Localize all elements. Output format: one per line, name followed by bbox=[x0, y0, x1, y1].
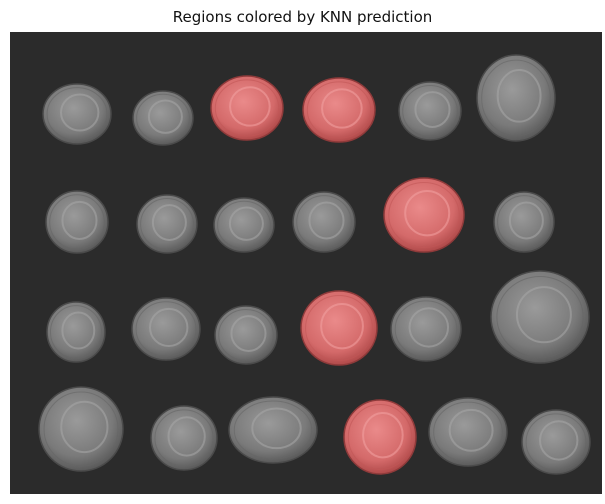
coin-face bbox=[42, 83, 112, 145]
coin-rim bbox=[305, 294, 373, 362]
coin-face bbox=[493, 191, 555, 253]
coin-face bbox=[45, 190, 109, 254]
coin-relief bbox=[228, 206, 264, 241]
coin-relief bbox=[60, 400, 109, 454]
coin-relief bbox=[61, 311, 96, 350]
coin-rim bbox=[135, 301, 197, 357]
coin-r2-c4 bbox=[292, 191, 356, 253]
coin-relief bbox=[251, 407, 302, 450]
coin-r2-c3 bbox=[213, 197, 275, 253]
coin-rim bbox=[49, 194, 105, 250]
coin-face bbox=[150, 405, 218, 471]
coin-r2-c1 bbox=[45, 190, 109, 254]
coin-rim bbox=[433, 401, 503, 463]
coin-relief bbox=[408, 307, 450, 348]
coin-r1-c3 bbox=[210, 75, 284, 141]
figure-title: Regions colored by KNN prediction bbox=[172, 8, 433, 26]
coin-rim bbox=[388, 181, 460, 249]
coin-r1-c6 bbox=[476, 54, 556, 142]
coin-r1-c4 bbox=[302, 77, 376, 143]
coin-face bbox=[46, 301, 106, 363]
coin-face bbox=[300, 290, 378, 366]
coin-relief bbox=[362, 411, 404, 459]
coin-rim bbox=[136, 93, 190, 143]
coin-relief bbox=[229, 86, 271, 127]
coins-image-canvas bbox=[10, 32, 602, 494]
coin-relief bbox=[508, 201, 544, 240]
coin-relief bbox=[308, 201, 345, 240]
coin-face bbox=[292, 191, 356, 253]
coin-rim bbox=[140, 197, 194, 251]
coin-relief bbox=[321, 88, 363, 129]
coin-rim bbox=[394, 300, 458, 358]
coin-r1-c2 bbox=[132, 90, 194, 146]
coin-r4-c5 bbox=[428, 397, 508, 467]
coin-face bbox=[343, 399, 417, 475]
coin-rim bbox=[525, 413, 587, 471]
coin-face bbox=[136, 194, 198, 254]
coin-relief bbox=[147, 99, 183, 134]
coin-r3-c2 bbox=[131, 297, 201, 361]
coin-face bbox=[390, 296, 462, 362]
coin-r4-c6 bbox=[521, 409, 591, 475]
coins-image bbox=[10, 32, 602, 494]
coin-relief bbox=[414, 91, 451, 128]
coin-face bbox=[521, 409, 591, 475]
coin-r2-c6 bbox=[493, 191, 555, 253]
coin-relief bbox=[404, 189, 451, 237]
coin-rim bbox=[49, 305, 103, 359]
coin-rim bbox=[233, 400, 313, 460]
coin-relief bbox=[320, 302, 364, 350]
coin-face bbox=[398, 81, 462, 141]
coin-face bbox=[210, 75, 284, 141]
coin-face bbox=[428, 397, 508, 467]
coin-rim bbox=[496, 276, 584, 358]
coin-relief bbox=[167, 416, 206, 457]
coin-rim bbox=[43, 391, 119, 467]
coin-rim bbox=[214, 79, 280, 137]
coin-rim bbox=[296, 195, 352, 249]
coin-face bbox=[228, 396, 318, 464]
coin-r3-c4 bbox=[300, 290, 378, 366]
coin-r3-c6 bbox=[490, 270, 590, 364]
coin-face bbox=[476, 54, 556, 142]
coin-face bbox=[302, 77, 376, 143]
coin-rim bbox=[306, 81, 372, 139]
coin-r3-c5 bbox=[390, 296, 462, 362]
coin-relief bbox=[61, 200, 98, 241]
coin-r2-c2 bbox=[136, 194, 198, 254]
coin-relief bbox=[539, 420, 579, 461]
coin-r4-c1 bbox=[38, 386, 124, 472]
coin-rim bbox=[46, 87, 108, 141]
coin-rim bbox=[481, 59, 551, 137]
coin-relief bbox=[60, 93, 100, 132]
coin-face bbox=[132, 90, 194, 146]
coin-relief bbox=[496, 69, 542, 123]
coin-r3-c1 bbox=[46, 301, 106, 363]
coin-rim bbox=[217, 200, 271, 250]
coin-face bbox=[213, 197, 275, 253]
coin-face bbox=[38, 386, 124, 472]
coin-relief bbox=[448, 408, 494, 452]
coin-rim bbox=[402, 84, 458, 138]
coin-rim bbox=[154, 409, 214, 467]
coin-relief bbox=[151, 204, 187, 241]
coin-r4-c4 bbox=[343, 399, 417, 475]
coin-face bbox=[214, 305, 278, 365]
coin-r4-c3 bbox=[228, 396, 318, 464]
coin-r2-c5 bbox=[383, 177, 465, 253]
coin-face bbox=[131, 297, 201, 361]
coin-relief bbox=[149, 307, 189, 348]
coin-face bbox=[490, 270, 590, 364]
coin-r3-c3 bbox=[214, 305, 278, 365]
coin-r1-c5 bbox=[398, 81, 462, 141]
coin-relief bbox=[230, 315, 267, 352]
coin-r4-c2 bbox=[150, 405, 218, 471]
coin-r1-c1 bbox=[42, 83, 112, 145]
coin-rim bbox=[347, 403, 413, 471]
coin-relief bbox=[515, 286, 572, 344]
coin-rim bbox=[218, 308, 274, 362]
coin-face bbox=[383, 177, 465, 253]
coin-rim bbox=[497, 195, 551, 249]
